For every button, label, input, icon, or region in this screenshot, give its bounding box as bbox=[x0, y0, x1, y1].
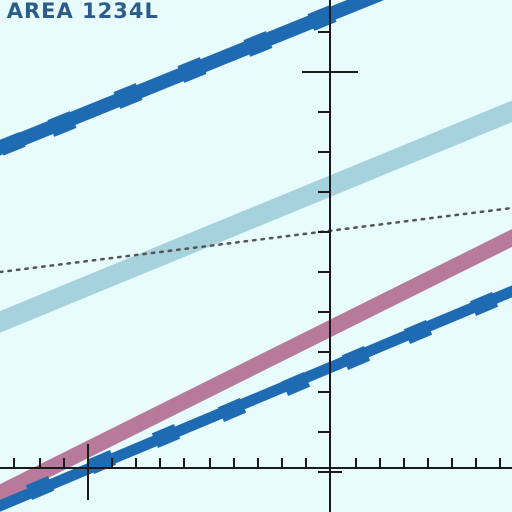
upper-airway-route bbox=[0, 0, 385, 156]
light-airway-band bbox=[0, 100, 512, 333]
lower-airway-route bbox=[0, 285, 512, 512]
dotted-boundary-line bbox=[0, 206, 512, 274]
vertical-grid-axis bbox=[302, 0, 358, 512]
mauve-airway-band bbox=[0, 229, 512, 502]
horizontal-grid-axis bbox=[0, 444, 512, 500]
area-label: L AREA 1234L bbox=[0, 0, 159, 23]
